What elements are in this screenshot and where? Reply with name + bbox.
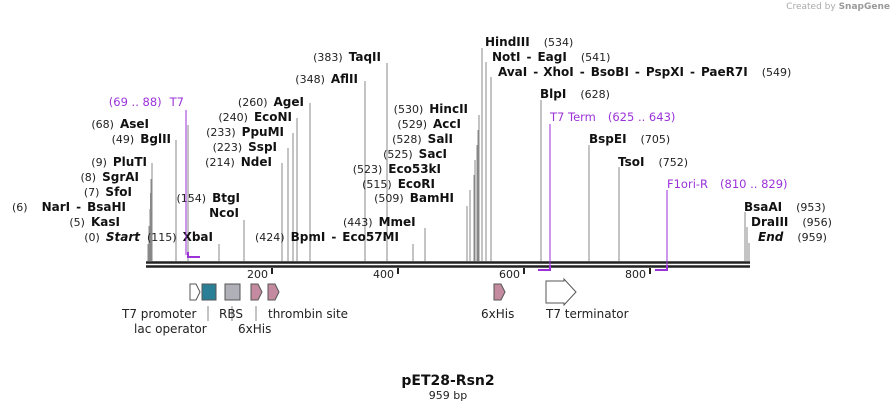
feature-6xhis-label: 6xHis <box>238 322 271 336</box>
site-ppumi: (233) PpuMI <box>206 125 284 139</box>
site-mmei: (443) MmeI <box>343 215 416 229</box>
site-bglii: (49) BglII <box>112 132 171 146</box>
site-bspei: BspEI (705) <box>589 132 670 146</box>
site-tsoi: TsoI (752) <box>618 155 688 169</box>
feature-t7-terminator-shape <box>545 277 577 307</box>
site-eco53ki: (523) Eco53kI <box>353 162 441 176</box>
feature-rbs-label: RBS <box>219 307 243 321</box>
feature-t7-promoter-shape <box>189 283 201 301</box>
site-noti: NotI - EagI (541) <box>492 50 610 64</box>
feature-lac-operator-shape <box>201 283 217 301</box>
site-draiii: DraIII (956) <box>751 215 832 229</box>
site-hincii: (530) HincII <box>394 102 468 116</box>
primer-t7term-arrow <box>538 265 551 271</box>
site-asei: (68) AseI <box>91 117 149 131</box>
feature-t7-terminator-label: T7 terminator <box>545 307 629 321</box>
site-pluti: (9) PluTI <box>91 155 147 169</box>
feature-lac-operator-label: lac operator <box>134 322 207 336</box>
site-sfoi: (7) SfoI <box>84 185 132 199</box>
site-sali: (528) SalI <box>392 132 453 146</box>
site-econi: (240) EcoNI <box>218 110 292 124</box>
feature-thrombin-site-label: thrombin site <box>268 307 348 321</box>
site-hindiii: HindIII (534) <box>485 35 573 49</box>
feature-6xhis-2-shape <box>493 283 506 301</box>
features: T7 promoter lac operator RBS 6xHis throm… <box>121 277 629 336</box>
sites-mid: (115) XbaI (154) BtgI NcoI (214) NdeI (223)… <box>147 50 480 261</box>
feature-rbs-shape <box>224 283 241 301</box>
plasmid-size: 959 bp <box>429 389 467 402</box>
primer-t7term-label: T7 Term (625 .. 643) <box>549 110 675 124</box>
site-ncoi: NcoI <box>209 206 239 220</box>
feature-6xhis-2-label: 6xHis <box>481 307 514 321</box>
primers: (69 .. 88) T7 T7 Term (625 .. 643) F1ori-R… <box>109 95 788 271</box>
site-end: End (959) <box>758 230 827 244</box>
site-kasi: (5) KasI <box>69 215 120 229</box>
site-acci: (529) AccI <box>397 117 461 131</box>
site-sspi: (223) SspI <box>213 140 277 154</box>
site-sgrai: (8) SgrAI <box>81 170 140 184</box>
site-btgi: (154) BtgI <box>176 191 240 205</box>
primer-f1orir-arrow <box>655 265 668 271</box>
site-bpmi: (424) BpmI - Eco57MI <box>255 230 399 244</box>
site-ndei: (214) NdeI <box>205 155 272 169</box>
primer-t7-label: (69 .. 88) T7 <box>109 95 184 109</box>
site-saci: (525) SacI <box>383 147 447 161</box>
site-ecori: (515) EcoRI <box>362 177 435 191</box>
sites-right: HindIII (534) NotI - EagI (541) AvaI - XhoI - Bs… <box>481 35 832 261</box>
site-xbai: (115) XbaI <box>147 230 213 244</box>
feature-6xhis-shape <box>250 283 263 301</box>
feature-thrombin-site-shape <box>267 283 280 301</box>
site-bsaai: BsaAI (953) <box>744 200 826 214</box>
site-blpi: BlpI (628) <box>540 87 610 101</box>
site-agei: (260) AgeI <box>238 95 304 109</box>
ruler-label-800: 800 <box>625 268 646 281</box>
site-aflii: (348) AflII <box>295 72 358 86</box>
feature-t7-promoter-label: T7 promoter <box>121 307 197 321</box>
plasmid-title: pET28-Rsn2 <box>401 373 494 389</box>
site-bamhi: (509) BamHI <box>374 191 454 205</box>
sites-left: (0) Start (5) KasI (6) NarI - BsaHI (7) SfoI (… <box>12 117 189 261</box>
ruler: 200 400 600 800 <box>247 268 651 281</box>
ruler-label-600: 600 <box>499 268 520 281</box>
snapgene-logo: SnapGene <box>838 2 890 12</box>
credit-label: Created by SnapGene <box>786 2 890 12</box>
site-taqii: (383) TaqII <box>313 50 381 64</box>
primer-t7-arrow <box>187 252 200 258</box>
ruler-label-200: 200 <box>247 268 268 281</box>
site-start: (0) Start <box>84 230 141 244</box>
ruler-label-400: 400 <box>373 268 394 281</box>
site-avai: AvaI - XhoI - BsoBI - PspXI - PaeR7I (549) <box>498 65 791 79</box>
primer-f1orir-label: F1ori-R (810 .. 829) <box>667 177 788 191</box>
site-nari: (6) NarI - BsaHI <box>12 200 126 214</box>
